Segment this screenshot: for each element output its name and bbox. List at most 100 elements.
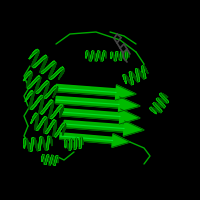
Polygon shape bbox=[38, 87, 41, 93]
Polygon shape bbox=[164, 106, 165, 107]
Polygon shape bbox=[51, 101, 54, 107]
Polygon shape bbox=[54, 108, 58, 116]
Polygon shape bbox=[118, 53, 119, 58]
Polygon shape bbox=[160, 110, 162, 112]
Polygon shape bbox=[30, 98, 33, 106]
Polygon shape bbox=[32, 92, 34, 97]
Polygon shape bbox=[40, 68, 43, 73]
Polygon shape bbox=[54, 164, 55, 165]
Polygon shape bbox=[69, 149, 70, 150]
Polygon shape bbox=[62, 68, 63, 70]
Polygon shape bbox=[40, 137, 41, 142]
Polygon shape bbox=[37, 96, 40, 104]
Polygon shape bbox=[143, 71, 145, 76]
Polygon shape bbox=[63, 127, 65, 134]
Polygon shape bbox=[161, 96, 166, 99]
Polygon shape bbox=[36, 114, 38, 119]
Polygon shape bbox=[43, 55, 46, 59]
Polygon shape bbox=[40, 138, 41, 145]
Polygon shape bbox=[47, 155, 48, 158]
Polygon shape bbox=[45, 130, 46, 133]
Polygon shape bbox=[128, 79, 131, 84]
Polygon shape bbox=[123, 76, 126, 82]
Polygon shape bbox=[42, 96, 43, 99]
Polygon shape bbox=[72, 142, 73, 147]
Polygon shape bbox=[58, 67, 62, 73]
Polygon shape bbox=[45, 118, 47, 123]
Polygon shape bbox=[49, 107, 53, 115]
Polygon shape bbox=[144, 74, 146, 78]
Polygon shape bbox=[78, 141, 79, 147]
Polygon shape bbox=[68, 144, 69, 149]
Polygon shape bbox=[49, 110, 52, 117]
Polygon shape bbox=[133, 74, 136, 80]
Polygon shape bbox=[165, 99, 168, 102]
Polygon shape bbox=[75, 138, 76, 141]
Polygon shape bbox=[31, 144, 32, 150]
Polygon shape bbox=[153, 103, 155, 104]
Polygon shape bbox=[52, 63, 56, 69]
Polygon shape bbox=[132, 83, 133, 84]
Polygon shape bbox=[79, 145, 80, 149]
Polygon shape bbox=[153, 103, 155, 105]
Polygon shape bbox=[80, 139, 81, 144]
Polygon shape bbox=[44, 116, 45, 121]
Polygon shape bbox=[39, 85, 43, 92]
Polygon shape bbox=[38, 96, 41, 103]
Polygon shape bbox=[116, 52, 117, 56]
Polygon shape bbox=[31, 92, 34, 99]
Polygon shape bbox=[57, 68, 61, 74]
Polygon shape bbox=[46, 157, 47, 162]
Polygon shape bbox=[70, 139, 71, 141]
Polygon shape bbox=[60, 124, 63, 130]
Polygon shape bbox=[161, 93, 164, 95]
Polygon shape bbox=[50, 103, 54, 110]
Polygon shape bbox=[152, 107, 156, 111]
Polygon shape bbox=[64, 124, 65, 125]
Polygon shape bbox=[82, 139, 83, 144]
Polygon shape bbox=[66, 140, 67, 143]
Polygon shape bbox=[75, 138, 76, 143]
Polygon shape bbox=[62, 106, 63, 107]
Polygon shape bbox=[70, 145, 71, 149]
Polygon shape bbox=[151, 107, 153, 109]
Polygon shape bbox=[24, 140, 25, 147]
Polygon shape bbox=[157, 107, 161, 110]
Polygon shape bbox=[31, 51, 36, 57]
Polygon shape bbox=[33, 65, 35, 67]
Polygon shape bbox=[43, 106, 46, 113]
Polygon shape bbox=[60, 104, 62, 109]
Polygon shape bbox=[35, 113, 37, 116]
Polygon shape bbox=[63, 123, 64, 126]
Polygon shape bbox=[56, 87, 57, 88]
Polygon shape bbox=[47, 155, 48, 159]
Polygon shape bbox=[61, 123, 63, 128]
Polygon shape bbox=[160, 93, 163, 95]
Polygon shape bbox=[27, 92, 31, 99]
Polygon shape bbox=[50, 105, 53, 113]
Polygon shape bbox=[160, 94, 164, 97]
Polygon shape bbox=[80, 138, 81, 143]
Polygon shape bbox=[37, 127, 38, 130]
Polygon shape bbox=[50, 76, 53, 80]
Polygon shape bbox=[158, 98, 162, 101]
Polygon shape bbox=[50, 67, 55, 75]
Polygon shape bbox=[75, 138, 76, 140]
Polygon shape bbox=[55, 120, 56, 124]
Polygon shape bbox=[43, 55, 46, 60]
Polygon shape bbox=[75, 139, 76, 145]
Polygon shape bbox=[156, 107, 161, 110]
Polygon shape bbox=[78, 142, 79, 147]
Polygon shape bbox=[114, 58, 115, 61]
Polygon shape bbox=[46, 117, 47, 120]
Polygon shape bbox=[49, 122, 52, 130]
Polygon shape bbox=[65, 142, 66, 147]
Polygon shape bbox=[131, 81, 133, 84]
Polygon shape bbox=[125, 75, 127, 79]
Polygon shape bbox=[163, 105, 165, 107]
Polygon shape bbox=[32, 50, 36, 57]
Polygon shape bbox=[24, 140, 25, 146]
Polygon shape bbox=[40, 56, 45, 62]
Polygon shape bbox=[124, 78, 126, 84]
Polygon shape bbox=[44, 125, 46, 132]
